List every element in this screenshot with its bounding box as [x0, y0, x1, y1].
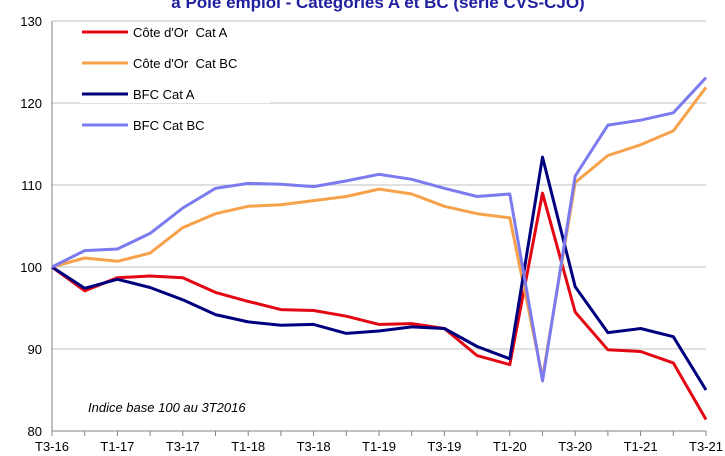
legend-label: Côte d'Or Cat A — [133, 25, 228, 40]
annotation: Indice base 100 au 3T2016 — [88, 400, 246, 415]
x-tick-label: T3-16 — [35, 439, 69, 454]
series-line — [51, 76, 708, 383]
chart-title: à Pôle emploi - Catégories A et BC (séri… — [171, 0, 584, 12]
x-tick-label: T1-21 — [624, 439, 658, 454]
x-tick-label: T3-20 — [558, 439, 592, 454]
x-tick-label: T1-19 — [362, 439, 396, 454]
legend-bg — [80, 54, 270, 72]
y-tick-label: 90 — [28, 342, 42, 357]
series-line — [51, 191, 708, 421]
x-tick-label: T3-17 — [166, 439, 200, 454]
y-tick-label: 120 — [20, 96, 42, 111]
y-tick-label: 130 — [20, 14, 42, 29]
x-tick-label: T3-21 — [689, 439, 723, 454]
series-line — [51, 86, 708, 380]
x-tick-label: T1-18 — [231, 439, 265, 454]
x-tick-label: T3-18 — [297, 439, 331, 454]
legend-label: Côte d'Or Cat BC — [133, 56, 237, 71]
legend-bg — [80, 85, 270, 103]
legend-label: BFC Cat A — [133, 87, 195, 102]
x-tick-label: T1-17 — [100, 439, 134, 454]
series-line — [51, 155, 708, 391]
y-tick-label: 80 — [28, 424, 42, 439]
y-tick-label: 100 — [20, 260, 42, 275]
x-tick-label: T3-19 — [427, 439, 461, 454]
x-tick-label: T1-20 — [493, 439, 527, 454]
y-tick-label: 110 — [21, 178, 42, 193]
legend-bg — [80, 116, 270, 134]
legend-bg — [80, 23, 270, 41]
legend-label: BFC Cat BC — [133, 118, 205, 133]
